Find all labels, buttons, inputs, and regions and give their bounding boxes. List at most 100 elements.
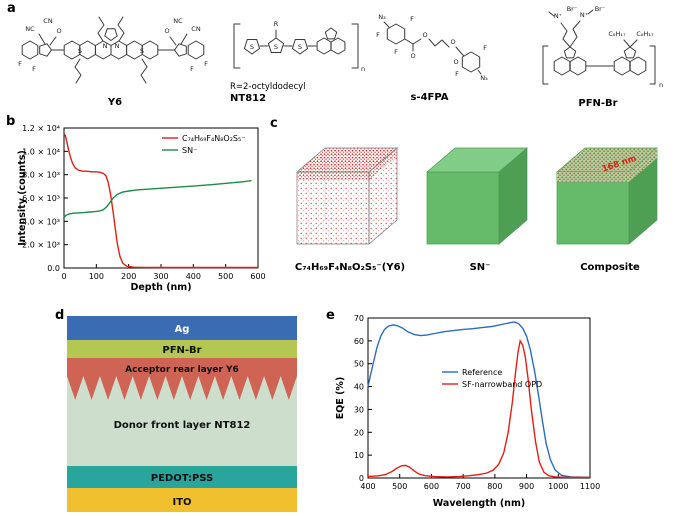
svg-text:400: 400: [360, 482, 375, 491]
y-axis-label: Intensity (counts): [17, 150, 28, 246]
svg-text:F: F: [394, 48, 398, 56]
panel-label-a: a: [7, 1, 16, 16]
cube-sn-top-face: [426, 147, 528, 173]
svg-text:F: F: [376, 31, 380, 39]
svg-text:300: 300: [153, 272, 168, 281]
cube-y6: [296, 147, 398, 245]
legend-label-1: SN⁻: [182, 146, 197, 155]
sims-depth-profile-chart: 0 100 200 300 400 500 600 0.0 2.0 × 10³ 4.0 × 10³…: [17, 124, 266, 293]
svg-text:600: 600: [250, 272, 265, 281]
svg-text:2.0 × 10³: 2.0 × 10³: [22, 241, 60, 250]
svg-text:0: 0: [359, 474, 364, 483]
svg-text:NC: NC: [173, 17, 183, 25]
svg-text:40: 40: [354, 383, 364, 392]
molecule-label-nt812: NT812: [230, 93, 267, 104]
layer-ag: [67, 316, 297, 340]
device-stack: Ag PFN-Br Acceptor rear layer Y6 Donor f…: [67, 316, 297, 512]
svg-text:0: 0: [61, 272, 66, 281]
svg-text:N₃: N₃: [480, 74, 488, 82]
svg-text:200: 200: [121, 272, 136, 281]
svg-text:N: N: [115, 42, 120, 50]
cube-composite: 168 nm: [556, 147, 658, 245]
svg-text:n: n: [659, 81, 663, 89]
series-line-0: [63, 133, 258, 269]
svg-text:4.0 × 10³: 4.0 × 10³: [22, 217, 60, 226]
svg-text:F: F: [18, 60, 22, 68]
svg-text:50: 50: [354, 360, 364, 369]
y-axis-label: EQE (%): [335, 377, 346, 420]
cube-label-composite: Composite: [580, 262, 640, 273]
svg-text:NC: NC: [25, 25, 35, 33]
plot-frame: [63, 127, 259, 269]
series-line-1: [63, 180, 252, 218]
svg-text:500: 500: [392, 482, 407, 491]
cube-composite-layer-band-front: [557, 172, 629, 182]
svg-text:800: 800: [487, 482, 502, 491]
svg-text:N₃: N₃: [378, 13, 386, 21]
svg-text:70: 70: [354, 314, 364, 323]
layer-label-ag: Ag: [175, 324, 190, 335]
legend-label-0: Reference: [462, 368, 502, 377]
svg-text:R: R: [274, 20, 279, 28]
svg-text:S: S: [78, 47, 82, 55]
cube-sn: [426, 147, 528, 245]
svg-text:900: 900: [519, 482, 534, 491]
svg-text:C₈H₁₇: C₈H₁₇: [608, 30, 626, 38]
svg-text:10: 10: [354, 451, 364, 460]
svg-text:600: 600: [424, 482, 439, 491]
svg-text:S: S: [250, 43, 254, 51]
svg-text:6.0 × 10³: 6.0 × 10³: [22, 194, 60, 203]
cube-y6-front-face: [297, 172, 369, 244]
panel-label-c: c: [270, 116, 278, 131]
svg-text:100: 100: [89, 272, 104, 281]
svg-text:N⁺: N⁺: [580, 11, 588, 19]
panel-label-e: e: [326, 308, 335, 323]
x-axis-label: Wavelength (nm): [433, 498, 525, 509]
svg-text:N⁺: N⁺: [554, 12, 562, 20]
layer-label-nt812: Donor front layer NT812: [114, 420, 251, 431]
cube-label-sn: SN⁻: [469, 262, 491, 273]
molecule-label-pfnbr: PFN-Br: [578, 98, 618, 109]
layer-label-pedot: PEDOT:PSS: [151, 473, 214, 484]
cube-sn-front-face: [426, 171, 500, 245]
svg-text:C₈H₁₇: C₈H₁₇: [636, 30, 654, 38]
panel-label-d: d: [55, 308, 65, 323]
panel-label-b: b: [6, 114, 16, 129]
eqe-spectrum-chart: 400 500 600 700 800 900 1000 1100 0 10 20 30 40 50 60 7…: [335, 314, 600, 509]
svg-text:0.0: 0.0: [47, 264, 60, 273]
svg-text:1.2 × 10⁴: 1.2 × 10⁴: [22, 124, 60, 133]
svg-text:O: O: [410, 52, 415, 60]
svg-text:S: S: [274, 43, 278, 51]
svg-text:Br⁻: Br⁻: [595, 5, 606, 13]
svg-text:S: S: [298, 43, 302, 51]
layer-label-y6: Acceptor rear layer Y6: [125, 365, 239, 375]
cube-label-y6: C₇₄H₆₉F₄N₈O₂S₅⁻(Y6): [294, 262, 406, 273]
cube-y6-dense-band-right: [369, 148, 397, 180]
legend-label-0: C₇₄H₆₉F₄N₈O₂S₅⁻: [182, 134, 245, 143]
svg-text:F: F: [483, 44, 487, 52]
molecule-label-s4fpa: s-4FPA: [410, 92, 449, 103]
svg-text:O: O: [450, 38, 455, 46]
layer-y6: [67, 358, 297, 400]
cube-composite-front-face: [556, 171, 630, 245]
svg-text:1100: 1100: [580, 482, 600, 491]
nt812-structure: R S S Sn: [233, 20, 365, 73]
svg-text:F: F: [455, 70, 459, 78]
layer-label-ito: ITO: [172, 497, 191, 508]
cube-y6-dense-band-front: [297, 172, 369, 180]
molecule-label-y6: Y6: [107, 97, 123, 108]
plot-frame: [367, 317, 591, 479]
series-line-0: [367, 321, 591, 478]
layer-ito: [67, 488, 297, 512]
svg-text:O: O: [56, 27, 61, 35]
svg-text:20: 20: [354, 428, 364, 437]
svg-text:S: S: [140, 47, 144, 55]
svg-text:500: 500: [218, 272, 233, 281]
x-axis-label: Depth (nm): [130, 282, 191, 293]
legend-label-1: SF-narrowband OPD: [462, 380, 542, 389]
svg-text:60: 60: [354, 337, 364, 346]
svg-text:F: F: [32, 65, 36, 73]
svg-text:1000: 1000: [548, 482, 568, 491]
nt812-r-note: R=2-octyldodecyl: [230, 82, 306, 92]
